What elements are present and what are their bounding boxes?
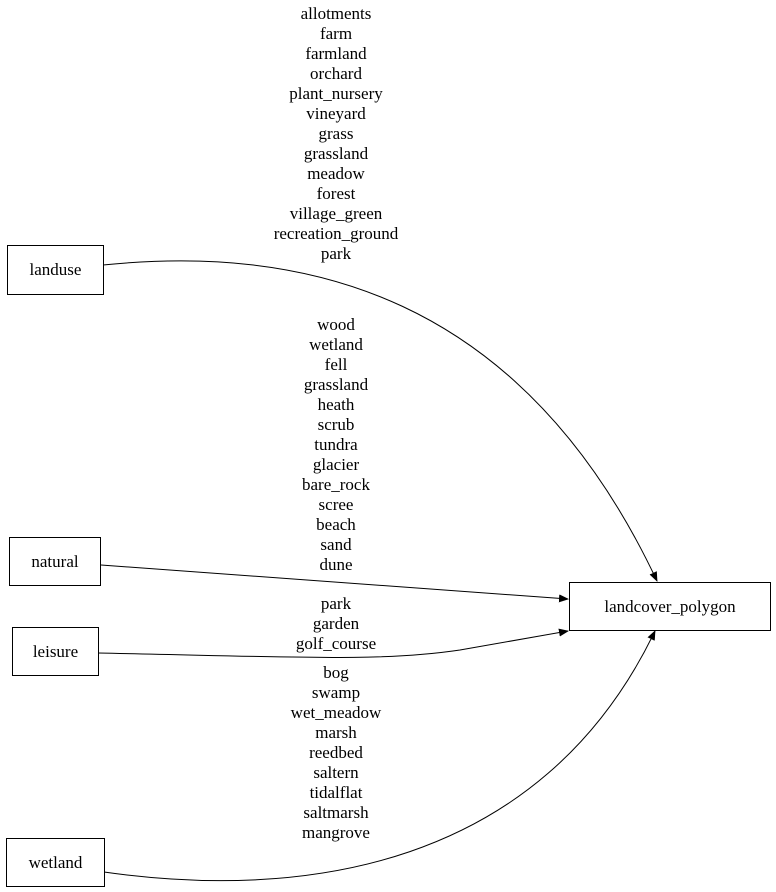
edge-label-line: glacier [312,455,360,474]
edge-label-line: heath [317,395,355,414]
edge-label-line: sand [320,535,352,554]
edge-natural-to-landcover [100,564,569,603]
node-landcover-polygon[interactable]: landcover_polygon [569,582,771,631]
edge-label-line: wetland [309,335,363,354]
edge-label-line: beach [316,515,356,534]
edge-label-line: wet_meadow [290,703,382,722]
edge-label-line: scrub [317,415,355,434]
edge-label-line: park [320,594,352,613]
node-landuse[interactable]: landuse [7,245,104,295]
edge-label-line: forest [316,184,356,203]
edge-label-line: mangrove [302,823,370,842]
edge-label-line: grassland [303,375,369,394]
edge-label-line: grass [318,124,354,143]
edge-label-line: swamp [311,683,361,702]
edge-label-line: tidalflat [309,783,363,802]
edge-landuse-to-landcover [102,260,658,582]
edge-label-line: saltern [313,763,359,782]
edge-label-wetland: bog swamp wet_meadow marsh reedbed saltern tid… [186,663,486,843]
edge-label-line: dune [319,555,353,574]
edge-label-line: plant_nursery [289,84,383,103]
edge-label-line: recreation_ground [273,224,399,243]
node-wetland[interactable]: wetland [6,838,105,887]
edge-label-line: golf_course [295,634,377,653]
edge-label-line: reedbed [309,743,363,762]
edge-label-line: grassland [303,144,369,163]
edge-label-line: bog [323,663,349,682]
node-natural[interactable]: natural [9,537,101,586]
edge-label-line: park [320,244,352,263]
edge-label-line: saltmarsh [303,803,369,822]
edge-label-line: tundra [314,435,358,454]
edge-label-line: bare_rock [302,475,370,494]
edge-label-line: vineyard [306,104,366,123]
edge-label-line: fell [324,355,348,374]
edge-label-line: scree [318,495,354,514]
edge-label-line: farm [319,24,353,43]
edge-label-line: wood [317,315,355,334]
edge-label-line: orchard [310,64,362,83]
edge-leisure-to-landcover [97,628,569,659]
edge-label-line: garden [312,614,360,633]
node-leisure[interactable]: leisure [12,627,99,676]
edge-label-line: marsh [315,723,357,742]
edge-label-leisure: park garden golf_course [186,594,486,654]
edge-label-line: farmland [305,44,367,63]
edge-label-landuse: allotments farm farmland orchard plant_nurse… [186,4,486,264]
edge-wetland-to-landcover [103,630,656,882]
edge-label-line: allotments [300,4,372,23]
edge-label-natural: wood wetland fell grassland heath scrub tundra… [186,315,486,575]
edge-label-line: meadow [307,164,365,183]
edge-label-line: village_green [289,204,383,223]
